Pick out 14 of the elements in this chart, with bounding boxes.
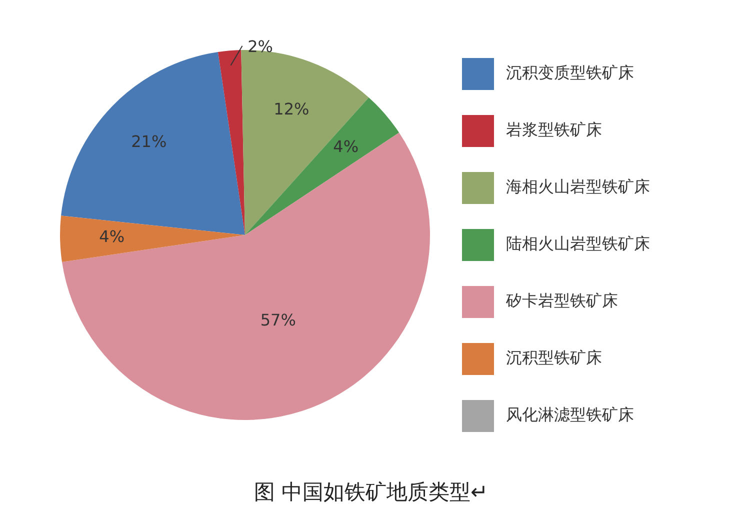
legend-label: 海相火山岩型铁矿床 [506,177,650,198]
data-label: 12% [274,99,310,118]
data-label: 4% [333,137,359,156]
data-label: 2% [248,37,273,56]
legend-label: 沉积型铁矿床 [506,348,602,369]
legend-label: 矽卡岩型铁矿床 [506,291,618,312]
legend-label: 沉积变质型铁矿床 [506,63,634,84]
data-label: 4% [99,226,125,246]
legend-label: 风化淋滤型铁矿床 [506,405,634,426]
legend-label: 岩浆型铁矿床 [506,120,602,141]
legend-label: 陆相火山岩型铁矿床 [506,234,650,255]
data-label: 21% [131,132,167,151]
text: 图 中国如铁矿地质类型↵ [252,479,490,506]
data-label: 57% [260,310,296,330]
